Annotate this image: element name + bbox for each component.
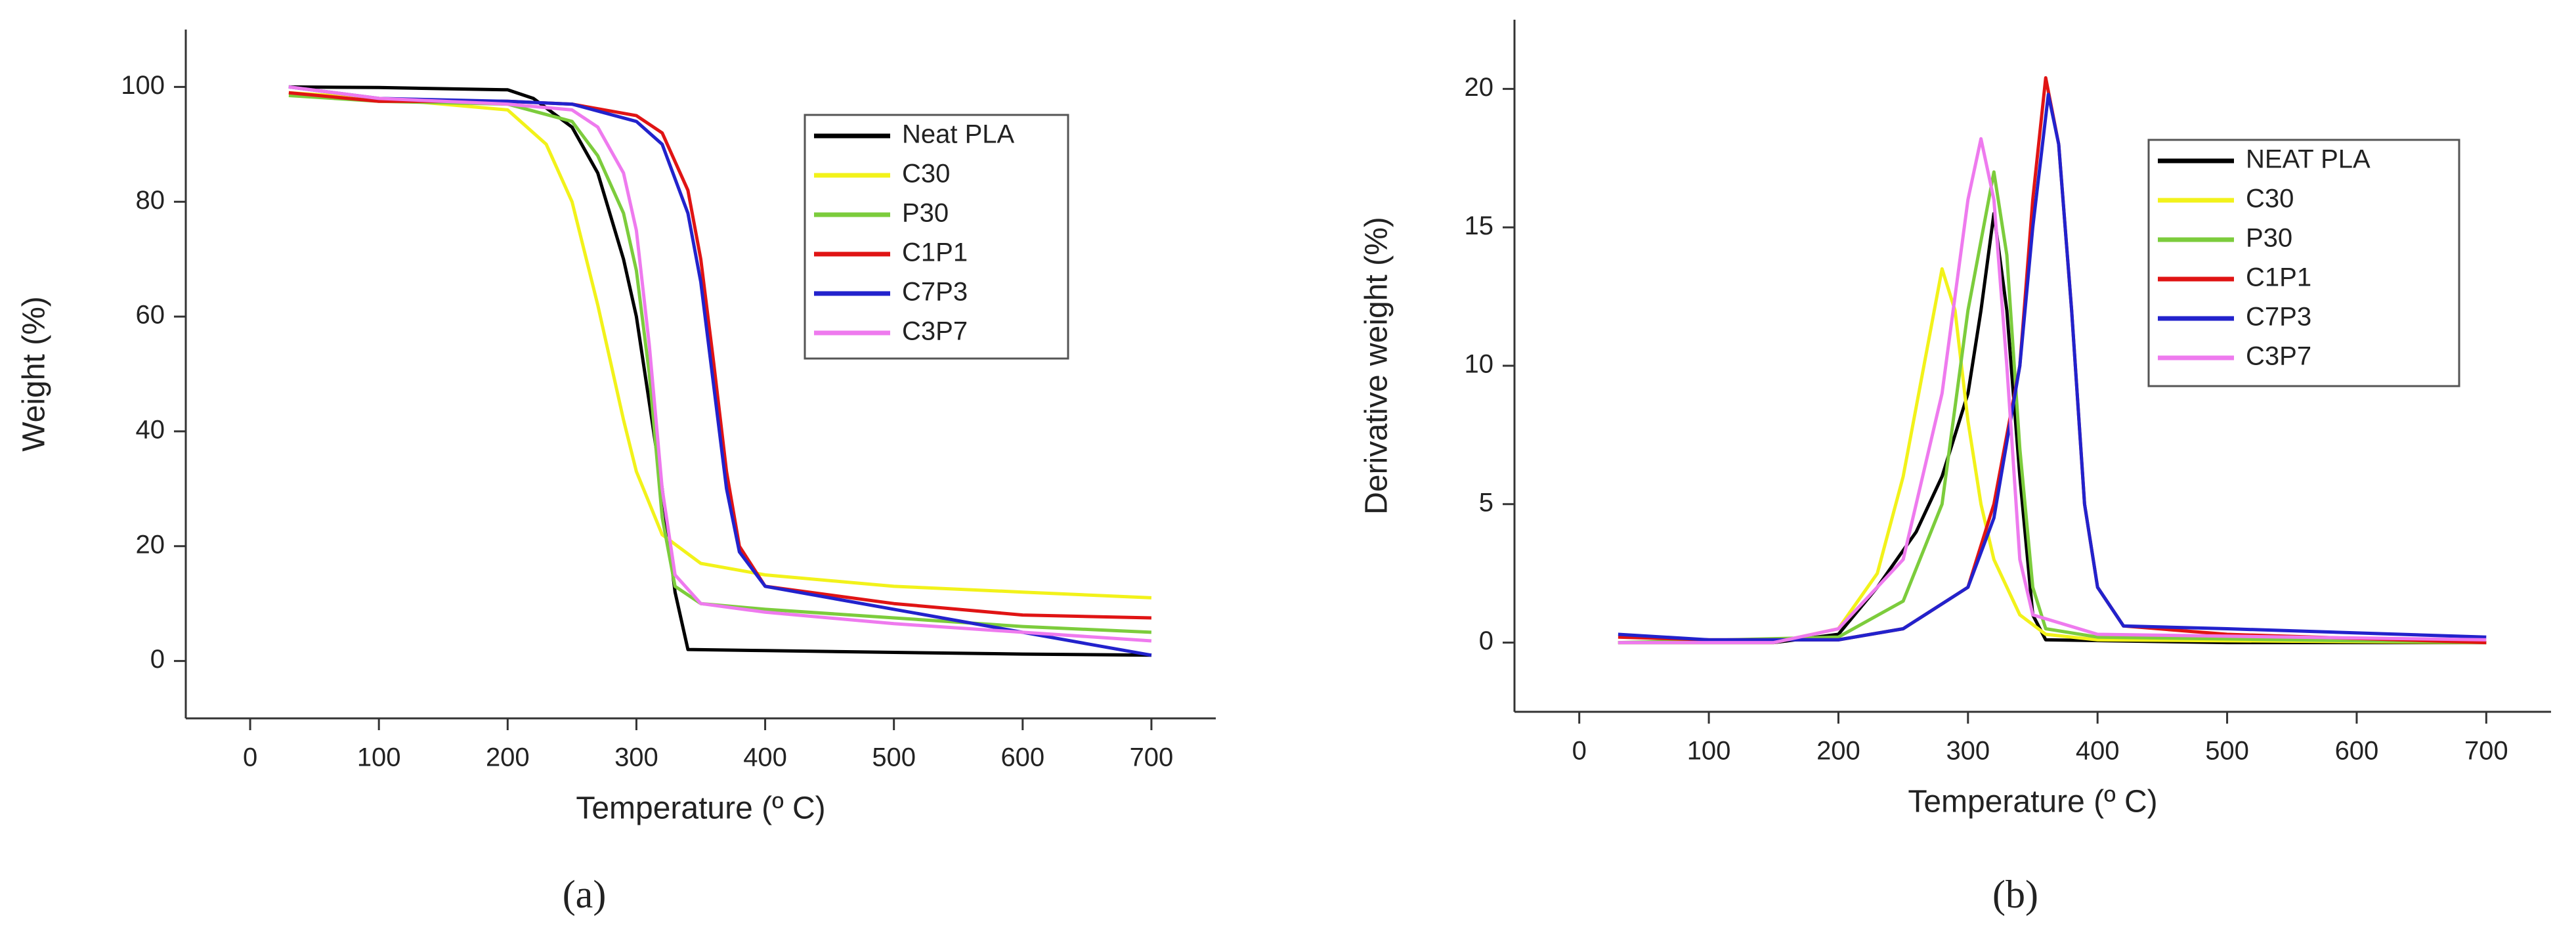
data-line [1618,267,2487,645]
x-tick-label: 600 [1000,743,1044,772]
y-tick-label: 60 [136,301,165,330]
x-tick-label: 0 [243,743,257,772]
y-tick-label: 15 [1465,211,1494,240]
caption: (b) [1992,873,2038,916]
legend-label: P30 [2246,224,2292,253]
x-tick-label: 600 [2335,737,2379,766]
y-tick-label: 5 [1479,488,1493,517]
data-line [288,85,1152,657]
x-tick-label: 500 [872,743,916,772]
y-tick-label: 40 [136,415,165,444]
data-line [288,85,1152,643]
legend-label: P30 [902,199,949,228]
x-tick-label: 100 [357,743,401,772]
x-tick-label: 0 [1572,737,1587,766]
legend-box [804,114,1069,360]
legend-label: C7P3 [2246,303,2311,332]
data-line [1618,137,2487,645]
x-tick-label: 400 [2076,737,2120,766]
y-axis-title: Weight (%) [17,296,52,452]
caption: (a) [563,873,607,916]
x-axis-title: Temperature (º C) [576,791,825,826]
legend-label: C7P3 [902,278,968,307]
legend-box [2147,139,2460,387]
x-tick-label: 200 [486,743,530,772]
legend-label: C30 [2246,185,2294,213]
data-line [288,85,1151,657]
x-tick-label: 200 [1816,737,1860,766]
data-line [1618,170,2487,645]
data-line [1618,93,2487,642]
x-tick-label: 400 [743,743,787,772]
x-tick-label: 700 [2464,737,2508,766]
legend-label: NEAT PLA [2246,145,2371,174]
y-tick-label: 10 [1465,350,1494,379]
x-tick-label: 500 [2205,737,2249,766]
y-tick-label: 80 [136,186,165,215]
data-line [288,94,1152,634]
legend-label: C3P7 [2246,342,2311,371]
y-tick-label: 0 [1479,626,1493,655]
legend-label: C1P1 [2246,263,2311,292]
x-tick-label: 300 [1946,737,1990,766]
y-tick-label: 20 [136,530,165,559]
legend-label: C3P7 [902,317,968,346]
y-axis-title: Derivative weight (%) [1360,217,1394,514]
y-tick-label: 0 [150,645,165,674]
legend-label: C30 [902,160,950,188]
y-tick-label: 100 [121,71,165,100]
x-axis-title: Temperature (º C) [1908,785,2157,819]
data-line [288,91,1152,600]
x-tick-label: 700 [1130,743,1174,772]
y-tick-label: 20 [1465,73,1494,102]
legend-label: Neat PLA [902,120,1015,149]
x-tick-label: 100 [1687,737,1731,766]
x-tick-label: 300 [614,743,658,772]
legend-label: C1P1 [902,238,968,267]
